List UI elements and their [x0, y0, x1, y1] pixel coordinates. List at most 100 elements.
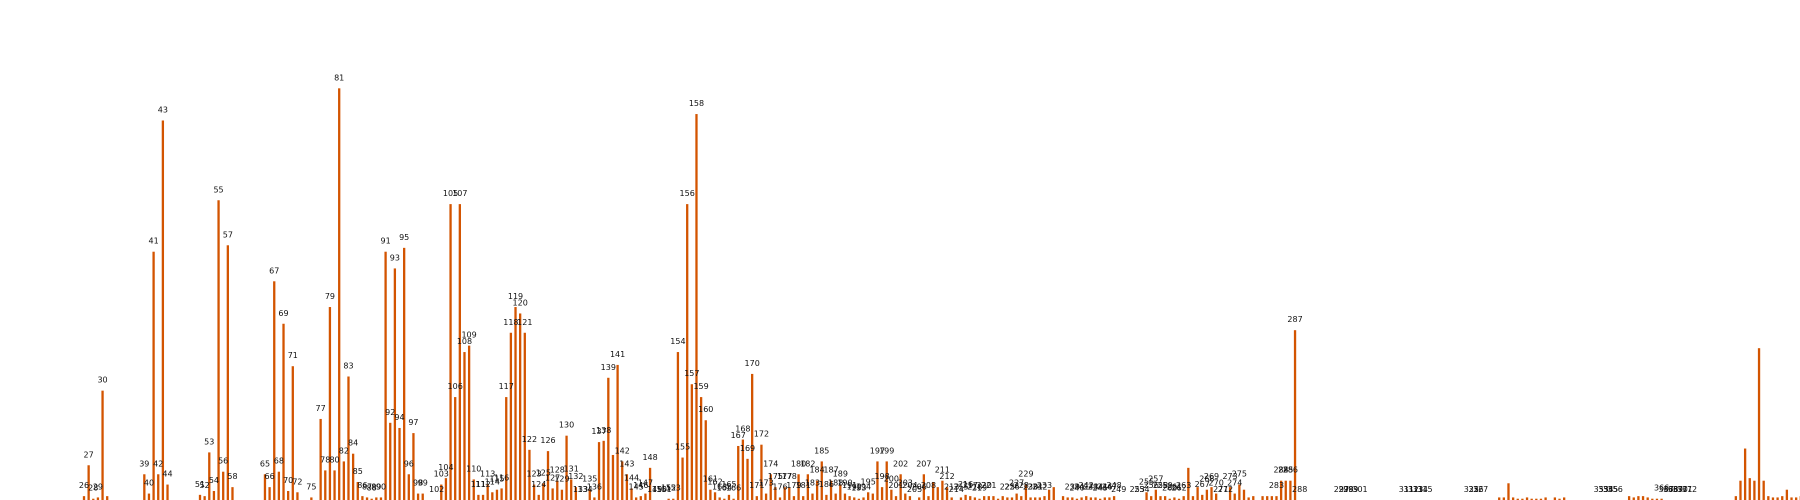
bar-71	[291, 366, 294, 500]
data-label-122: 122	[522, 435, 537, 444]
data-label-369: 369	[1668, 485, 1683, 494]
data-label-166: 166	[726, 484, 741, 493]
data-label-203: 203	[898, 479, 913, 488]
data-label-187: 187	[823, 466, 838, 475]
data-label-239: 239	[1065, 482, 1080, 491]
data-label-52: 52	[200, 481, 210, 490]
data-label-189: 189	[833, 470, 848, 479]
data-label-89: 89	[371, 482, 381, 491]
bar-204	[908, 496, 912, 500]
bar-129	[560, 489, 564, 500]
data-label-71: 71	[288, 351, 298, 360]
data-label-69: 69	[278, 309, 288, 318]
bar-147	[644, 493, 647, 500]
bar-337	[1525, 497, 1529, 500]
data-label-29: 29	[93, 482, 103, 491]
bar-75	[310, 497, 313, 500]
bar-225	[1006, 497, 1009, 500]
data-label-135: 135	[582, 475, 597, 484]
data-label-56: 56	[218, 457, 228, 466]
data-label-271: 271	[1213, 485, 1228, 494]
data-label-231: 231	[1028, 482, 1043, 491]
bar-241	[1080, 497, 1083, 500]
data-label-58: 58	[227, 472, 237, 481]
bar-257	[1154, 489, 1157, 500]
data-label-68: 68	[274, 457, 284, 466]
data-label-141: 141	[610, 350, 625, 359]
data-label-227: 227	[1009, 479, 1024, 488]
bar-192	[853, 497, 856, 500]
bar-88	[370, 498, 373, 500]
bar-258	[1159, 496, 1162, 500]
data-label-150: 150	[652, 485, 667, 494]
bar-360	[1632, 497, 1635, 500]
data-label-54: 54	[209, 476, 219, 485]
bar-160	[704, 420, 707, 500]
bar-128	[556, 480, 559, 500]
data-label-366: 366	[1654, 484, 1669, 493]
bar-157	[690, 384, 693, 500]
data-label-123: 123	[526, 470, 541, 479]
data-label-53: 53	[204, 437, 214, 446]
bar-237	[1061, 496, 1065, 500]
bar-183	[811, 493, 814, 500]
data-label-354: 354	[1598, 485, 1613, 494]
bar-143	[625, 474, 629, 500]
data-label-217: 217	[963, 481, 978, 490]
bar-125	[542, 483, 545, 500]
data-label-125: 125	[536, 468, 551, 477]
bar-203	[904, 493, 907, 500]
data-label-315: 315	[1417, 485, 1432, 494]
data-label-327: 327	[1473, 485, 1488, 494]
data-label-136: 136	[587, 482, 602, 491]
bar-247	[1108, 497, 1111, 500]
bar-174	[769, 474, 772, 500]
bar-132	[574, 487, 577, 500]
bar-216	[964, 494, 967, 500]
bar-221	[987, 496, 990, 500]
bar-166	[732, 498, 735, 500]
bar-273	[1228, 487, 1232, 500]
data-label-372: 372	[1682, 485, 1697, 494]
data-label-119: 119	[508, 292, 523, 301]
data-label-70: 70	[283, 476, 293, 485]
data-label-353: 353	[1594, 485, 1609, 494]
data-label-112: 112	[475, 480, 490, 489]
data-label-78: 78	[320, 455, 330, 464]
bar-136	[593, 497, 596, 500]
bar-54	[212, 490, 216, 500]
data-label-104: 104	[438, 463, 453, 472]
data-label-43: 43	[158, 105, 168, 114]
bar-395	[1795, 497, 1798, 500]
bar-233	[1043, 496, 1046, 500]
data-label-270: 270	[1209, 479, 1224, 488]
data-label-240: 240	[1069, 484, 1084, 493]
data-label-79: 79	[325, 292, 335, 301]
bar-285	[1284, 480, 1287, 500]
bar-164	[723, 498, 726, 500]
data-label-273: 273	[1222, 472, 1237, 481]
bar-277	[1247, 497, 1250, 500]
data-label-219: 219	[972, 484, 987, 493]
data-label-81: 81	[334, 73, 344, 82]
bar-276	[1242, 489, 1246, 500]
data-label-130: 130	[559, 421, 574, 430]
data-label-202: 202	[893, 459, 908, 468]
data-label-134: 134	[577, 485, 592, 494]
bar-84	[351, 453, 355, 500]
bar-42	[157, 474, 160, 500]
bar-223	[996, 498, 1000, 500]
bar-70	[287, 490, 290, 500]
bar-109	[467, 345, 471, 500]
bar-137	[597, 442, 601, 500]
bar-230	[1029, 497, 1032, 500]
bar-232	[1038, 497, 1041, 500]
data-label-87: 87	[362, 482, 372, 491]
data-label-57: 57	[223, 230, 233, 239]
data-label-218: 218	[967, 482, 982, 491]
data-label-107: 107	[452, 189, 467, 198]
data-label-214: 214	[949, 485, 964, 494]
bar-264	[1187, 467, 1190, 500]
bar-122	[528, 449, 531, 500]
bar-31	[106, 496, 109, 500]
